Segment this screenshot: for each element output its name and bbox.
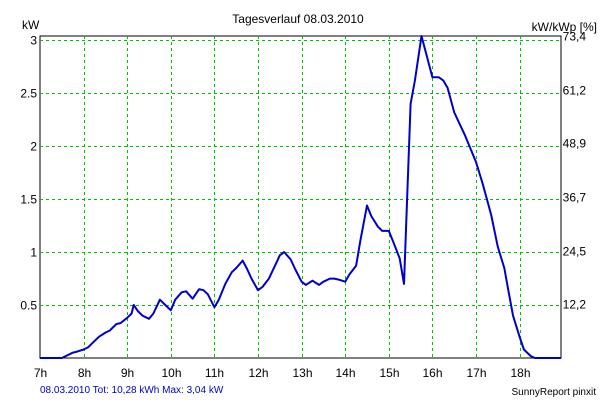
- y-tick-label: 2: [30, 140, 37, 154]
- y-tick-label: 2.5: [20, 87, 37, 101]
- y2-tick-label: 12,2: [563, 298, 587, 312]
- x-tick-label: 18h: [510, 366, 530, 380]
- footer-brand: SunnyReport pinxit: [512, 387, 597, 398]
- y2-tick-label: 36,7: [563, 191, 587, 205]
- chart-title: Tagesverlauf 08.03.2010: [232, 12, 364, 26]
- x-tick-label: 9h: [121, 366, 134, 380]
- x-tick-label: 11h: [205, 366, 224, 380]
- horizontal-gridlines: [40, 40, 561, 306]
- x-tick-label: 12h: [248, 366, 268, 380]
- x-tick-label: 15h: [379, 366, 399, 380]
- y2-tick-label: 61,2: [563, 84, 587, 98]
- x-tick-label: 10h: [161, 366, 181, 380]
- y-tick-label: 3: [30, 34, 37, 48]
- footer-summary: 08.03.2010 Tot: 10,28 kWh Max: 3,04 kW: [40, 385, 224, 396]
- x-tick-label: 7h: [34, 366, 47, 380]
- y-tick-label: 1: [30, 246, 37, 260]
- y2-tick-label: 73,4: [563, 30, 587, 44]
- y-tick-label: 0.5: [20, 299, 37, 313]
- x-axis-ticks: 7h 8h 9h 10h 11h 12h 13h 14h 15h 16h 17h 18h: [34, 366, 531, 380]
- power-series-line: [40, 35, 561, 359]
- y-tick-label: 1.5: [20, 193, 37, 207]
- x-tick-label: 14h: [335, 366, 355, 380]
- x-tick-label: 8h: [78, 366, 91, 380]
- x-tick-label: 16h: [422, 366, 442, 380]
- y-axis-ticks: 0.5 1 1.5 2 2.5 3: [20, 34, 37, 313]
- x-tick-label: 13h: [292, 366, 312, 380]
- x-tick-label: 17h: [466, 366, 486, 380]
- y2-tick-label: 24,5: [563, 245, 587, 259]
- y2-axis-title-percent: kW/kWp [%]: [532, 20, 597, 34]
- y2-axis-ticks: 12,2 24,5 36,7 48,9 61,2 73,4: [563, 30, 587, 312]
- y2-tick-label: 48,9: [563, 137, 587, 151]
- plot-area: [39, 35, 562, 359]
- y-axis-title-kw: kW: [22, 18, 40, 32]
